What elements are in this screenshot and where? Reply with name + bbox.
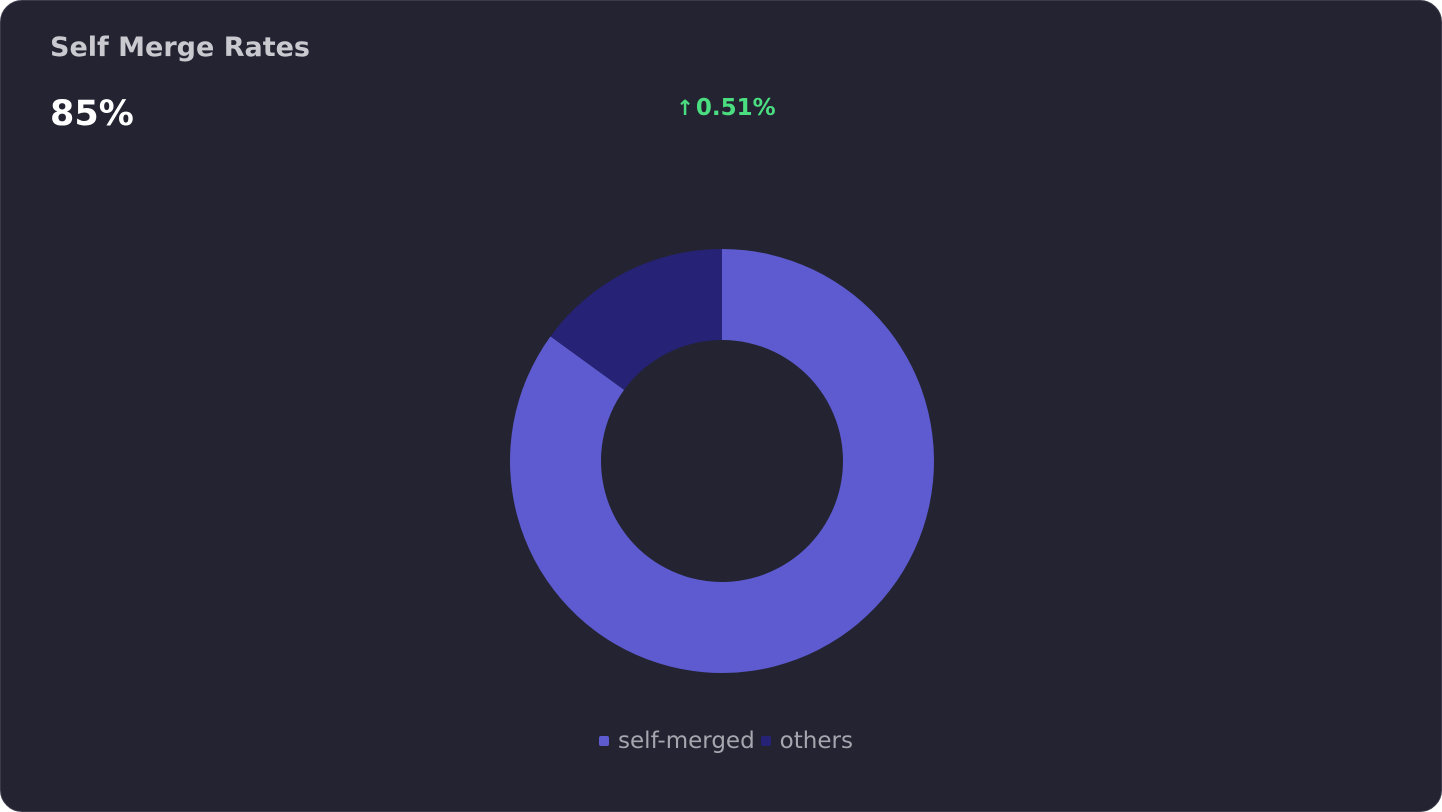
delta-indicator: ↑0.51% xyxy=(1,95,1441,121)
donut-slice-others[interactable] xyxy=(550,249,722,390)
chart-legend: self-merged others xyxy=(1,728,1441,754)
arrow-up-icon: ↑ xyxy=(676,96,694,120)
legend-item-self-merged[interactable]: self-merged xyxy=(599,728,755,754)
headline-value: 85% xyxy=(50,94,134,134)
legend-label: others xyxy=(779,728,853,754)
card-title: Self Merge Rates xyxy=(50,32,310,63)
donut-slice-self-merged[interactable] xyxy=(510,249,935,674)
legend-swatch xyxy=(599,736,610,746)
legend-item-others[interactable]: others xyxy=(760,728,853,754)
legend-swatch xyxy=(760,736,771,746)
legend-label: self-merged xyxy=(618,728,755,754)
delta-value: 0.51% xyxy=(695,95,776,121)
